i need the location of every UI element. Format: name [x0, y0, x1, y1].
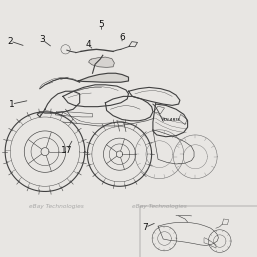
Text: 6: 6 [119, 33, 125, 42]
Text: POLARIS: POLARIS [161, 117, 180, 122]
Text: eBay Technologies: eBay Technologies [29, 204, 84, 209]
Polygon shape [89, 57, 114, 67]
Text: 1: 1 [9, 99, 14, 109]
Text: 17: 17 [61, 146, 72, 155]
Text: 4: 4 [86, 40, 91, 50]
Text: eBay Technologies: eBay Technologies [132, 204, 187, 209]
Text: 5: 5 [99, 20, 104, 29]
Text: 7: 7 [142, 223, 148, 232]
Polygon shape [78, 73, 128, 82]
Text: 3: 3 [40, 35, 45, 44]
Text: 2: 2 [7, 36, 13, 46]
